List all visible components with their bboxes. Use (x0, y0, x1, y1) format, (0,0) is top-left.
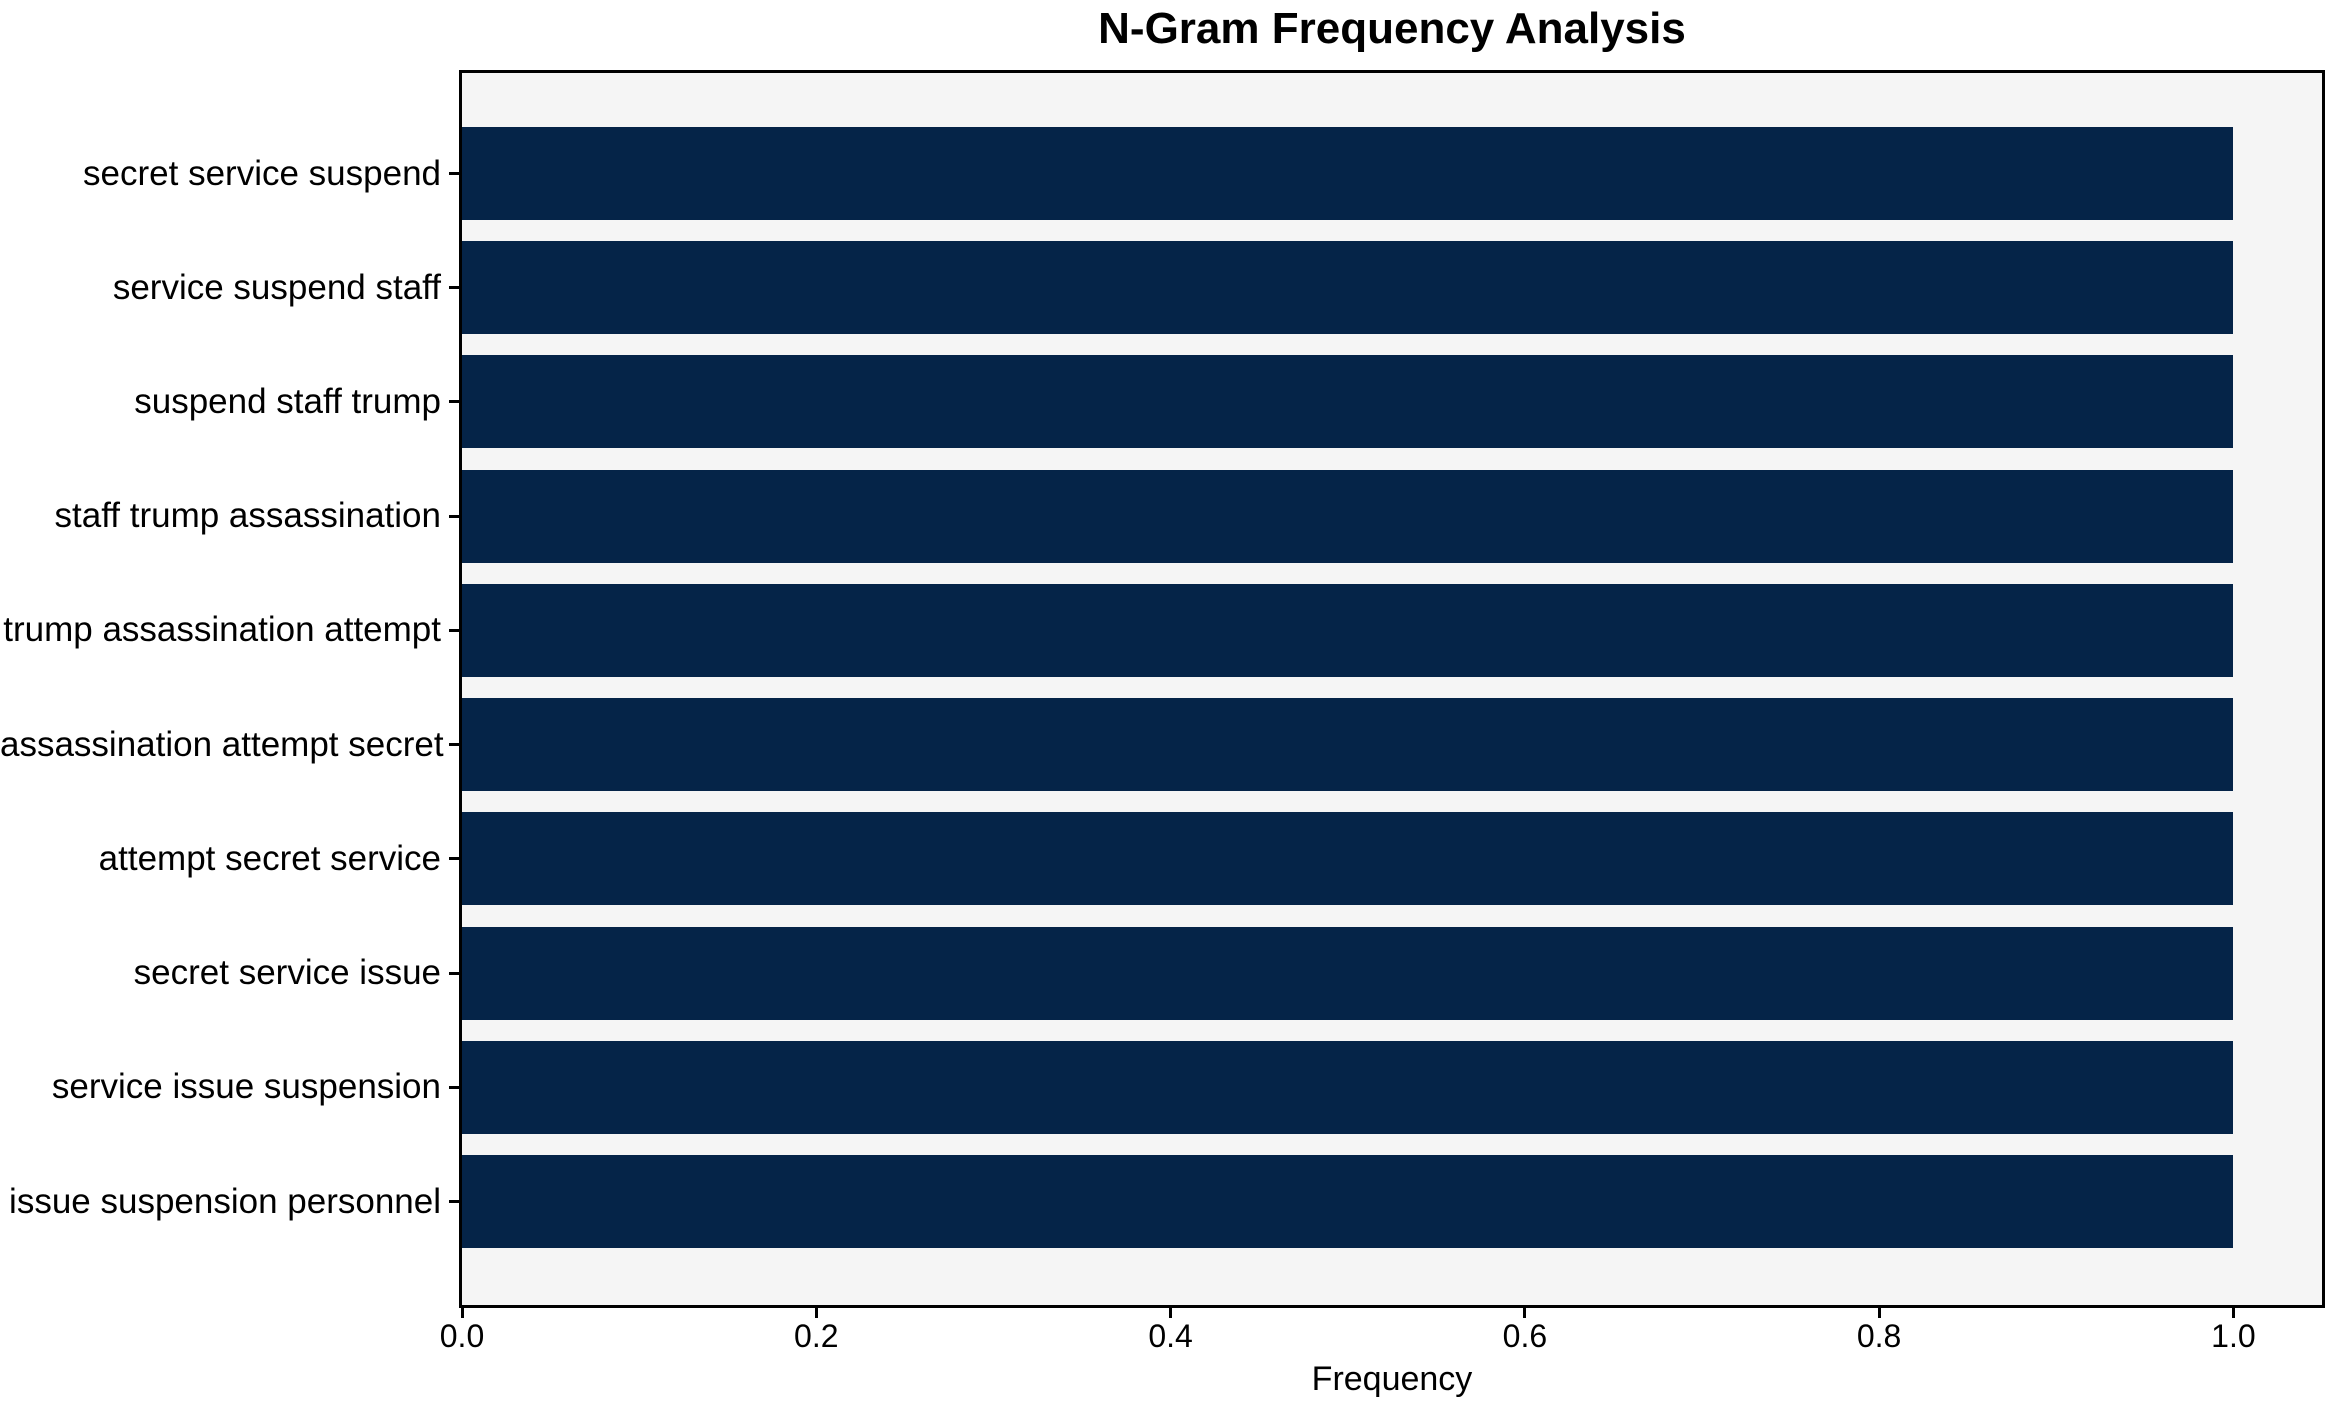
y-tick-label: service issue suspension (51, 1067, 441, 1107)
x-tick-mark (460, 1305, 464, 1318)
x-tick-mark (2231, 1305, 2235, 1318)
y-tick-label: secret service suspend (83, 153, 441, 193)
bar-3 (462, 355, 2234, 449)
x-tick-label: 0.2 (794, 1318, 839, 1354)
x-tick-label: 0.6 (1502, 1318, 1548, 1354)
y-tick-mark (449, 400, 462, 404)
y-tick-label: staff trump assassination (54, 496, 442, 536)
y-tick-mark (449, 743, 462, 747)
y-tick-mark (449, 1200, 462, 1203)
bar-7 (462, 812, 2234, 906)
bar-5 (462, 583, 2234, 677)
bar-1 (462, 127, 2234, 220)
y-tick-label: trump assassination attempt (3, 610, 441, 650)
y-tick-label: secret service issue (133, 953, 441, 992)
y-tick-label: attempt secret service (98, 838, 441, 878)
x-tick-mark (1523, 1305, 1527, 1318)
bar-4 (462, 469, 2234, 563)
x-tick-label: 0.8 (1856, 1318, 1902, 1354)
x-tick-label: 0.0 (439, 1318, 485, 1354)
y-tick-mark (449, 1085, 462, 1089)
y-tick-mark (449, 628, 462, 632)
bar-8 (462, 926, 2234, 1020)
y-tick-label: suspend staff trump (134, 381, 441, 421)
bar-10 (462, 1155, 2234, 1248)
y-tick-mark (449, 971, 462, 975)
y-tick-mark (449, 286, 462, 290)
bar-6 (462, 698, 2234, 792)
y-tick-mark (449, 514, 462, 518)
bar-2 (462, 241, 2234, 335)
x-tick-mark (1877, 1305, 1881, 1318)
x-tick-label: 1.0 (2211, 1318, 2256, 1354)
y-tick-mark (449, 172, 462, 175)
chart-title: N-Gram Frequency Analysis (1098, 4, 1686, 53)
plot-area (462, 73, 2322, 1305)
y-tick-label: assassination attempt secret (0, 724, 444, 764)
y-tick-mark (449, 857, 462, 861)
bar-9 (462, 1040, 2234, 1134)
x-tick-mark (814, 1305, 818, 1318)
y-tick-label: service suspend staff (112, 267, 441, 307)
y-tick-label: issue suspension personnel (9, 1181, 441, 1221)
x-tick-label: 0.4 (1148, 1318, 1193, 1354)
x-axis-label: Frequency (1311, 1360, 1473, 1398)
x-tick-mark (1169, 1305, 1173, 1318)
